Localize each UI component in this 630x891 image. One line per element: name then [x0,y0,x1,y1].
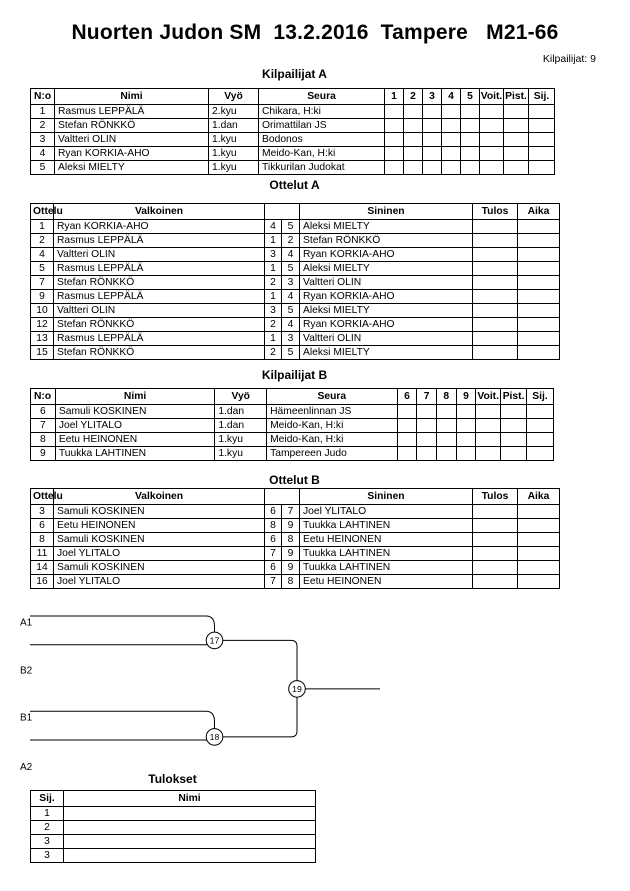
svg-text:B2: B2 [20,665,33,676]
svg-text:A1: A1 [20,618,33,629]
svg-text:19: 19 [292,684,302,694]
svg-text:18: 18 [210,732,220,742]
svg-text:B1: B1 [20,713,33,724]
svg-text:17: 17 [210,636,220,646]
